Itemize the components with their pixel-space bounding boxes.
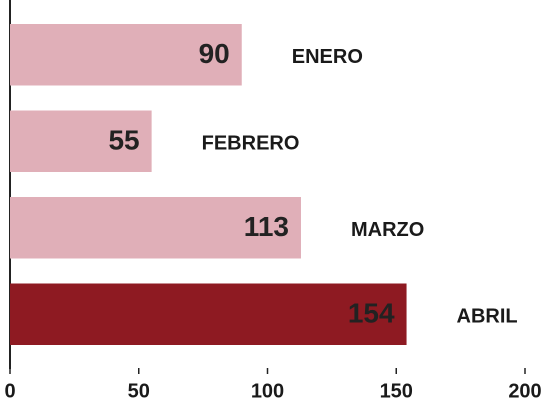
category-label: ENERO — [292, 46, 363, 68]
x-tick-label: 150 — [380, 380, 413, 402]
bar — [10, 110, 152, 172]
category-label: ABRIL — [457, 306, 518, 328]
bar — [10, 197, 301, 259]
value-label: 55 — [108, 125, 139, 156]
value-label: 154 — [348, 298, 395, 329]
x-tick-label: 0 — [4, 380, 15, 402]
category-label: MARZO — [351, 219, 424, 241]
bar — [10, 24, 242, 86]
category-label: FEBRERO — [202, 133, 300, 155]
value-label: 90 — [199, 38, 230, 69]
x-tick-label: 100 — [251, 380, 284, 402]
x-tick-label: 50 — [128, 380, 150, 402]
value-label: 113 — [244, 211, 289, 242]
x-tick-label: 200 — [508, 380, 541, 402]
bar — [10, 283, 407, 345]
